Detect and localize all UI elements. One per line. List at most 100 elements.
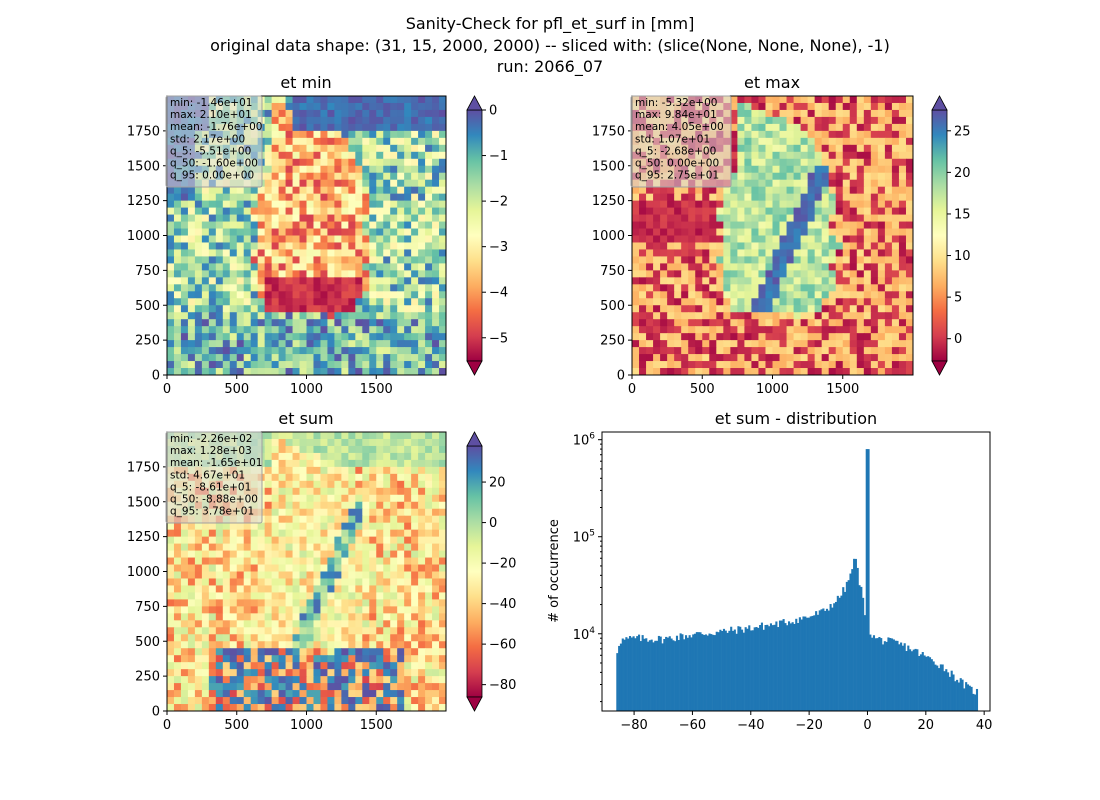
heatmap-cell: [327, 515, 335, 524]
heatmap-cell: [292, 627, 301, 635]
heatmap-cell: [208, 634, 217, 642]
heatmap-cell: [418, 368, 426, 375]
heatmap-cell: [425, 151, 433, 160]
heatmap-cell: [828, 361, 837, 369]
heatmap-cell: [292, 634, 301, 642]
heatmap-cell: [835, 109, 844, 118]
heatmap-cell: [681, 186, 689, 195]
heatmap-cell: [264, 312, 273, 320]
heatmap-cell: [334, 480, 342, 489]
heatmap-cell: [208, 214, 217, 223]
heatmap-cell: [793, 361, 802, 369]
heatmap-cell: [320, 466, 329, 475]
heatmap-cell: [884, 179, 893, 188]
heatmap-cell: [167, 697, 175, 705]
heatmap-cell: [257, 522, 266, 531]
heatmap-cell: [397, 312, 405, 320]
stats-line: q_50: 0.00e+00: [635, 158, 719, 170]
heatmap-cell: [313, 529, 322, 538]
heatmap-cell: [681, 228, 689, 237]
heatmap-cell: [383, 242, 391, 251]
heatmap-cell: [362, 571, 370, 580]
heatmap-cell: [194, 655, 203, 663]
heatmap-cell: [404, 641, 412, 649]
heatmap-cell: [439, 354, 446, 362]
heatmap-cell: [688, 186, 696, 195]
heatmap-cell: [320, 165, 329, 174]
heatmap-cell: [292, 487, 301, 496]
heatmap-cell: [432, 655, 440, 663]
heatmap-cell: [320, 193, 329, 202]
heatmap-cell: [390, 193, 398, 202]
heatmap-cell: [856, 319, 865, 327]
heatmap-cell: [320, 347, 329, 355]
heatmap-cell: [341, 592, 349, 600]
heatmap-cell: [898, 179, 907, 188]
panel-title: et min: [280, 73, 331, 92]
heatmap-cell: [425, 270, 433, 278]
heatmap-cell: [891, 179, 900, 188]
heatmap-cell: [397, 662, 405, 670]
heatmap-cell: [425, 144, 433, 153]
heatmap-cell: [425, 648, 433, 656]
heatmap-cell: [758, 312, 767, 320]
heatmap-cell: [383, 228, 391, 237]
heatmap-cell: [355, 361, 363, 369]
heatmap-cell: [905, 361, 913, 369]
heatmap-cell: [849, 102, 858, 111]
heatmap-cell: [243, 634, 252, 642]
heatmap-cell: [348, 277, 356, 285]
heatmap-cell: [264, 550, 273, 559]
heatmap-cell: [821, 123, 830, 132]
heatmap-cell: [320, 508, 329, 517]
heatmap-cell: [404, 368, 412, 375]
heatmap-cell: [863, 249, 872, 258]
heatmap-cell: [194, 697, 203, 705]
heatmap-cell: [271, 368, 280, 375]
heatmap-cell: [180, 536, 189, 545]
heatmap-cell: [418, 347, 426, 355]
heatmap-cell: [632, 333, 640, 341]
heatmap-cell: [404, 270, 412, 278]
heatmap-cell: [905, 270, 913, 278]
heatmap-cell: [730, 130, 738, 139]
heatmap-cell: [870, 179, 879, 188]
heatmap-cell: [355, 200, 363, 209]
heatmap-cell: [772, 144, 781, 153]
heatmap-cell: [632, 354, 640, 362]
heatmap-cell: [891, 123, 900, 132]
colorbar-tick-label: 20: [489, 476, 506, 491]
heatmap-cell: [348, 214, 356, 223]
heatmap-cell: [425, 200, 433, 209]
heatmap-cell: [842, 165, 851, 174]
heatmap-cell: [236, 326, 245, 334]
heatmap-cell: [264, 298, 273, 306]
heatmap-cell: [250, 186, 259, 195]
heatmap-cell: [432, 130, 440, 139]
heatmap-cell: [376, 305, 384, 313]
heatmap-cell: [243, 578, 252, 587]
heatmap-cell: [772, 193, 781, 202]
heatmap-cell: [779, 200, 788, 209]
heatmap-cell: [432, 648, 440, 656]
heatmap-cell: [737, 284, 746, 292]
heatmap-cell: [320, 599, 329, 607]
heatmap-cell: [884, 172, 893, 181]
heatmap-cell: [306, 522, 315, 531]
heatmap-cell: [348, 130, 356, 139]
heatmap-cell: [870, 298, 879, 306]
heatmap-cell: [828, 144, 837, 153]
heatmap-cell: [362, 305, 370, 313]
heatmap-cell: [215, 186, 224, 195]
heatmap-cell: [278, 459, 287, 468]
heatmap-cell: [390, 235, 398, 244]
heatmap-cell: [285, 641, 294, 649]
heatmap-cell: [376, 116, 384, 125]
heatmap-cell: [432, 473, 440, 482]
heatmap-cell: [264, 676, 273, 684]
heatmap-cell: [376, 487, 384, 496]
y-tick-label: 1500: [592, 159, 625, 174]
heatmap-cell: [348, 172, 356, 181]
heatmap-cell: [376, 242, 384, 251]
heatmap-cell: [870, 109, 879, 118]
